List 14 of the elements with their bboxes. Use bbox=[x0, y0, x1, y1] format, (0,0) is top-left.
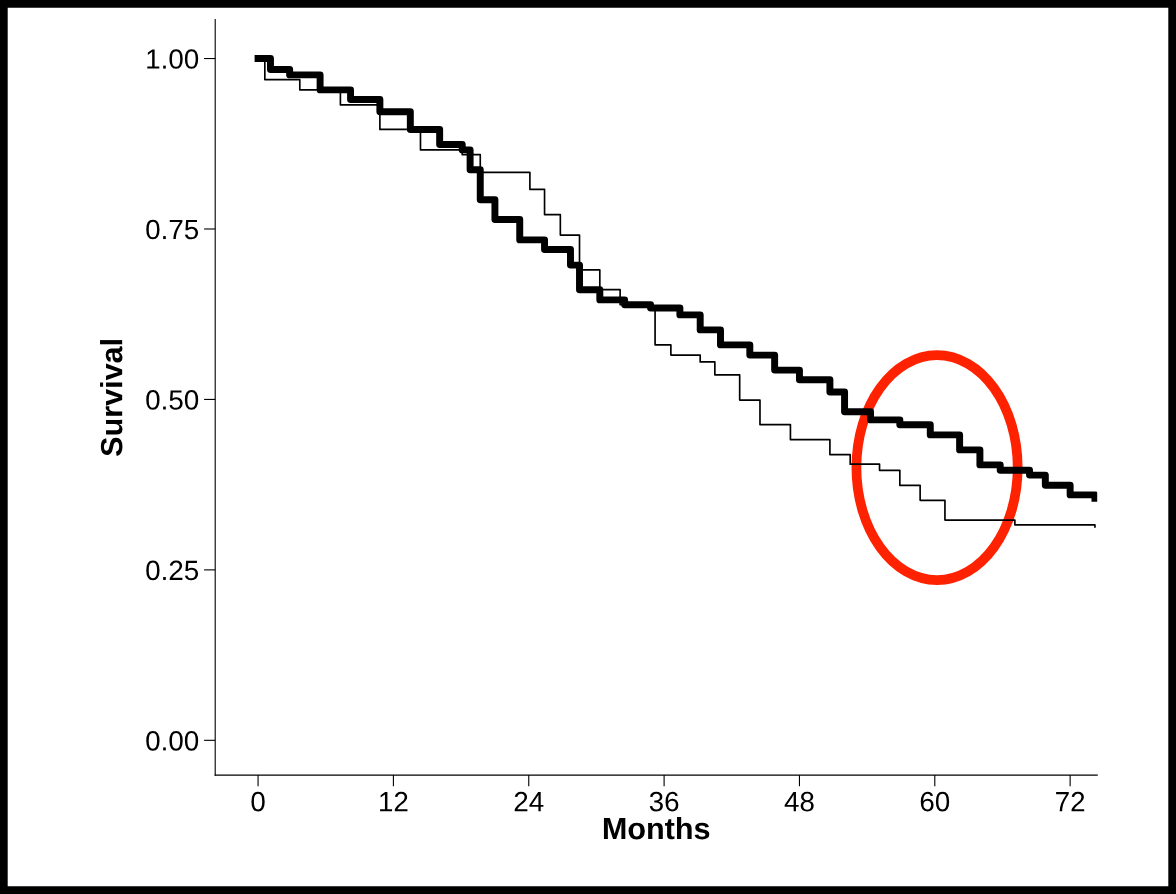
x-tick-label: 72 bbox=[1056, 791, 1085, 812]
x-tick-label: 60 bbox=[920, 791, 950, 812]
y-axis-title: Survival bbox=[100, 340, 123, 456]
y-tick-label: 1.00 bbox=[147, 49, 199, 69]
x-tick-label: 48 bbox=[784, 791, 814, 812]
y-tick-label: 0.75 bbox=[146, 219, 199, 240]
x-tick-label: 12 bbox=[380, 791, 408, 812]
y-tick-label: 0.50 bbox=[146, 390, 199, 410]
x-tick-label: 24 bbox=[514, 791, 544, 812]
x-tick-label: 0 bbox=[251, 791, 265, 812]
y-tick-label: 0.00 bbox=[146, 730, 199, 751]
x-axis-title: Months bbox=[603, 816, 710, 840]
y-tick-label: 0.25 bbox=[146, 560, 199, 581]
x-tick-label: 36 bbox=[649, 791, 679, 812]
